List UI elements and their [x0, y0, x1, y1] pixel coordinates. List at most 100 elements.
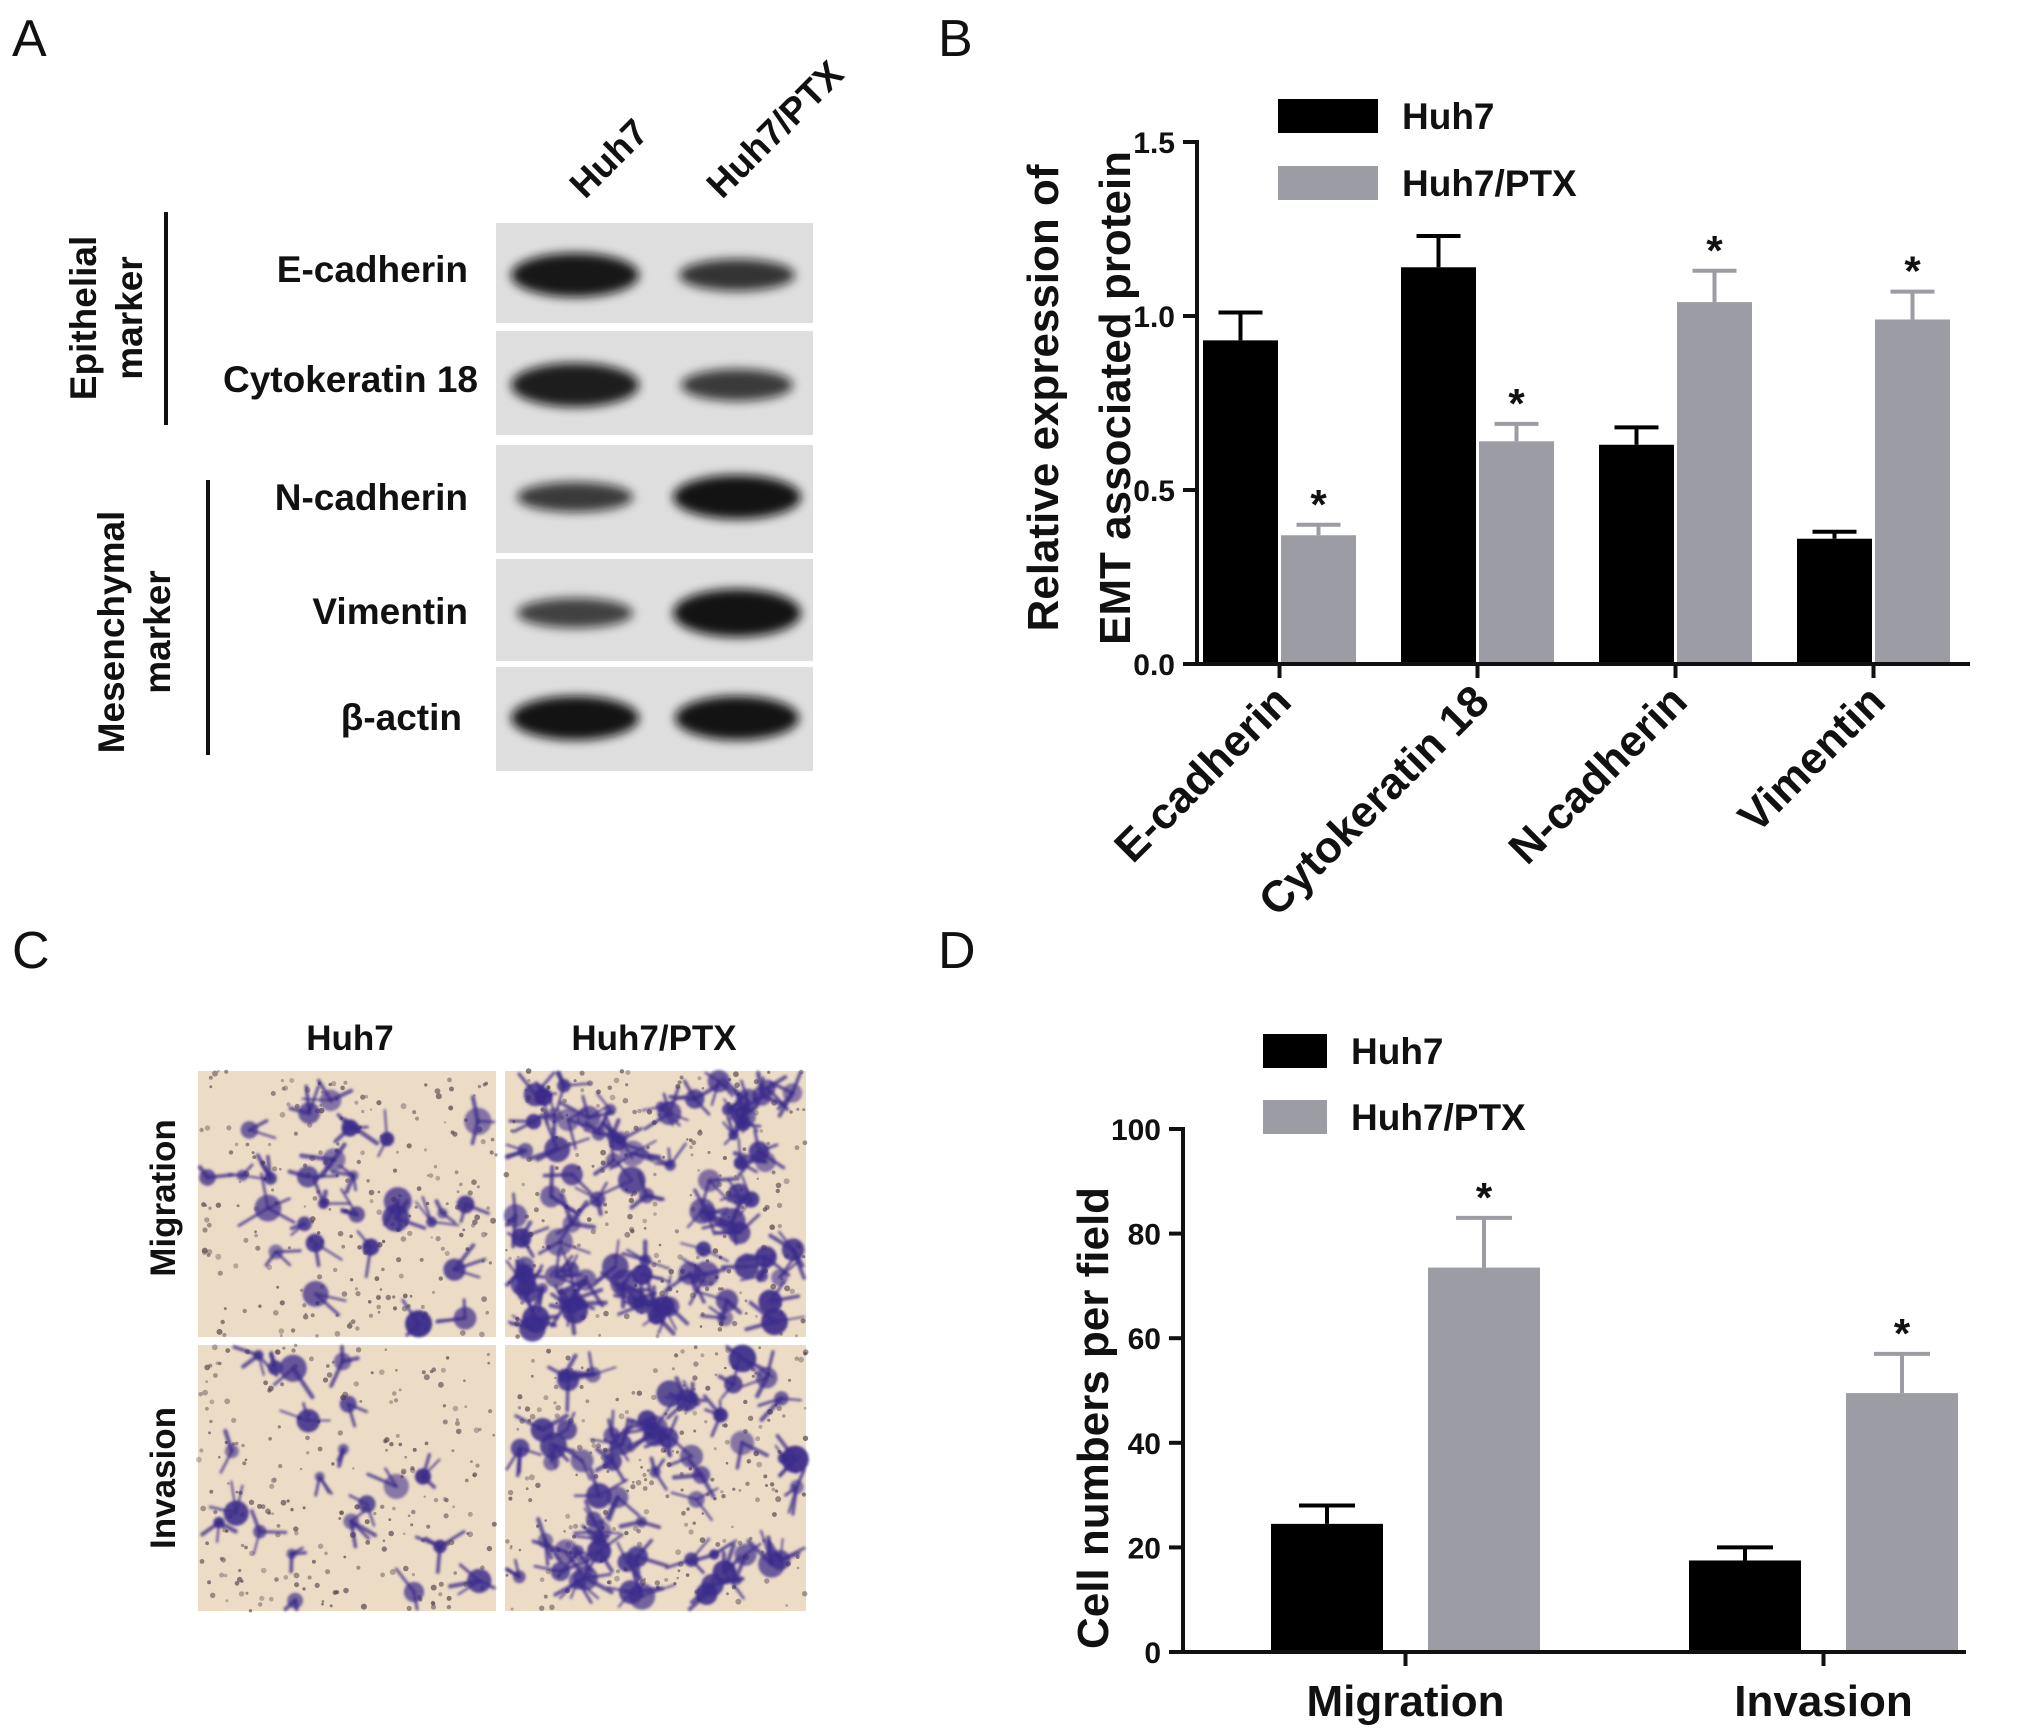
significance-marker: *	[1476, 1174, 1493, 1221]
blot-band-huh7-ptx	[673, 475, 801, 519]
legend: Huh7 Huh7/PTX	[1278, 96, 1577, 204]
bar-n-cadherin-huh7-ptx	[1677, 302, 1752, 664]
blot-label: Vimentin	[312, 591, 468, 632]
y-axis-title: Cell numbers per field	[1069, 1187, 1118, 1649]
y-axis-title-line1: Relative expression of	[1019, 164, 1068, 631]
legend-label-huh7: Huh7	[1351, 1031, 1444, 1072]
blot-label: Cytokeratin 18	[223, 359, 478, 400]
legend-swatch-huh7-ptx	[1278, 166, 1378, 200]
legend-swatch-huh7-ptx	[1263, 1100, 1327, 1134]
panel-letter-a: A	[12, 10, 47, 68]
blot-label: N-cadherin	[275, 477, 468, 518]
col-label-huh7: Huh7	[306, 1019, 394, 1058]
membrane-pores	[196, 1343, 497, 1613]
x-label-invasion: Invasion	[1734, 1677, 1913, 1726]
panel-letter-d: D	[938, 922, 976, 980]
bar-cytokeratin-18-huh7-ptx	[1479, 441, 1554, 664]
bar-migration-huh7-ptx	[1428, 1267, 1540, 1652]
blot-band-huh7-ptx	[681, 369, 793, 401]
bars: **	[1271, 1174, 1958, 1652]
legend-label-huh7-ptx: Huh7/PTX	[1351, 1097, 1526, 1138]
stained-cells	[200, 1344, 496, 1612]
group-label-epithelial-line1: Epithelial	[63, 236, 104, 400]
significance-marker: *	[1310, 481, 1327, 528]
micrograph-migration-huh7	[197, 1069, 498, 1338]
legend-label-huh7: Huh7	[1402, 96, 1495, 137]
blot-row-n-cadherin: N-cadherin	[275, 445, 813, 553]
legend: Huh7 Huh7/PTX	[1263, 1031, 1526, 1138]
group-label-epithelial-line2: marker	[109, 256, 150, 379]
panel-a: A Huh7 Huh7/PTX Epithelial marker Mesenc…	[12, 10, 851, 771]
blot-band-huh7	[511, 696, 639, 740]
bar-e-cadherin-huh7	[1203, 340, 1278, 664]
micrograph-invasion-huh7-ptx	[505, 1344, 809, 1612]
bar-invasion-huh7	[1689, 1560, 1801, 1652]
x-tick-labels: Migration Invasion	[1307, 1677, 1913, 1726]
bar-cytokeratin-18-huh7	[1401, 267, 1476, 664]
y-ticks: 0.0 0.5 1.0 1.5	[1133, 127, 1197, 682]
row-label-migration: Migration	[144, 1119, 183, 1276]
x-label-vimentin: Vimentin	[1729, 676, 1894, 841]
stained-cells	[505, 1344, 809, 1612]
micrograph-grid	[196, 1068, 809, 1613]
y-axis-title-line2: EMT associated protein	[1091, 151, 1140, 645]
y-tick-label: 60	[1128, 1323, 1161, 1356]
y-tick-label: 1.5	[1133, 127, 1175, 160]
x-label-n-cadherin: N-cadherin	[1499, 676, 1696, 873]
y-tick-label: 20	[1128, 1532, 1161, 1565]
panel-letter-c: C	[12, 922, 50, 980]
legend-label-huh7-ptx: Huh7/PTX	[1402, 163, 1577, 204]
row-label-invasion: Invasion	[144, 1407, 183, 1549]
blot-row-beta-actin: β-actin	[341, 667, 813, 771]
lane-label-huh7: Huh7	[562, 111, 656, 205]
blot-band-huh7	[517, 598, 633, 628]
y-tick-label: 1.0	[1133, 301, 1175, 334]
significance-marker: *	[1508, 380, 1525, 427]
micrograph-background	[198, 1345, 496, 1611]
bar-vimentin-huh7	[1797, 538, 1872, 664]
blot-row-vimentin: Vimentin	[312, 559, 813, 661]
bars: * * * *	[1203, 227, 1950, 664]
bar-migration-huh7	[1271, 1523, 1383, 1652]
blot-band-huh7-ptx	[673, 589, 801, 637]
legend-swatch-huh7	[1278, 99, 1378, 133]
group-label-mesenchymal-line2: marker	[137, 570, 178, 693]
col-label-huh7-ptx: Huh7/PTX	[571, 1019, 737, 1058]
axes	[1195, 140, 1970, 678]
bar-invasion-huh7-ptx	[1846, 1393, 1958, 1652]
bar-e-cadherin-huh7-ptx	[1281, 535, 1356, 664]
blot-label: E-cadherin	[277, 249, 468, 290]
blot-label: β-actin	[341, 697, 462, 738]
y-tick-label: 0.0	[1133, 649, 1175, 682]
micrograph-migration-huh7-ptx	[503, 1068, 808, 1342]
micrograph-invasion-huh7	[196, 1343, 497, 1613]
y-tick-label: 80	[1128, 1219, 1161, 1252]
significance-marker: *	[1894, 1310, 1911, 1357]
y-tick-label: 100	[1111, 1114, 1161, 1147]
bar-vimentin-huh7-ptx	[1875, 319, 1950, 664]
group-label-mesenchymal-line1: Mesenchymal	[91, 511, 132, 754]
axes	[1181, 1127, 1966, 1666]
x-label-e-cadherin: E-cadherin	[1105, 676, 1300, 871]
stained-cells	[197, 1078, 496, 1338]
legend-swatch-huh7	[1263, 1034, 1327, 1068]
panel-letter-b: B	[938, 10, 973, 68]
panel-c: C Huh7 Huh7/PTX Migration Invasion	[12, 922, 809, 1613]
y-tick-label: 40	[1128, 1428, 1161, 1461]
bar-n-cadherin-huh7	[1599, 444, 1674, 664]
blot-band-huh7-ptx	[679, 259, 795, 291]
blot-row-e-cadherin: E-cadherin	[277, 223, 813, 323]
significance-marker: *	[1706, 227, 1723, 274]
y-tick-label: 0	[1144, 1637, 1161, 1670]
chart-emt-protein-expression: B Relative expression of EMT associated …	[938, 10, 1970, 925]
stained-cells	[503, 1070, 806, 1342]
y-tick-label: 0.5	[1133, 475, 1175, 508]
significance-marker: *	[1904, 248, 1921, 295]
y-ticks: 0 20 40 60 80 100	[1111, 1114, 1183, 1670]
blot-band-huh7-ptx	[675, 696, 799, 740]
lane-label-huh7-ptx: Huh7/PTX	[699, 53, 852, 206]
blot-band-huh7	[511, 253, 639, 297]
